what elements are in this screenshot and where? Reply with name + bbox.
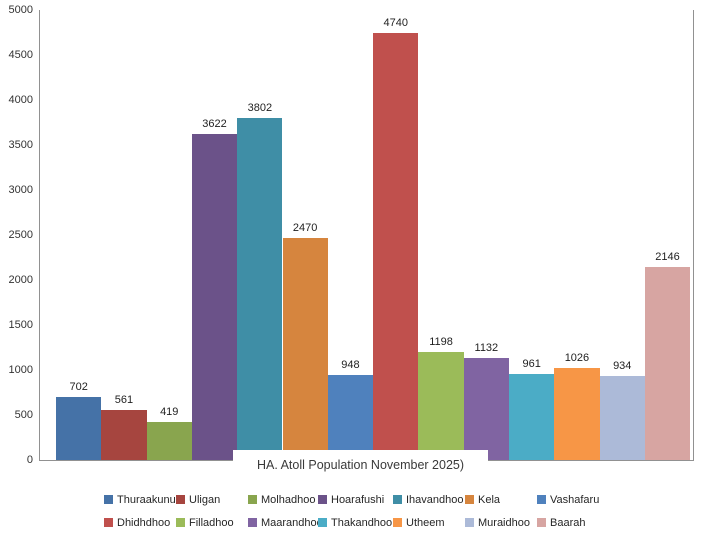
legend-swatch-icon xyxy=(537,495,546,504)
y-tick-label: 1500 xyxy=(8,319,33,331)
bar-utheem xyxy=(554,367,600,460)
y-axis-line-left xyxy=(39,10,40,461)
legend-item-utheem: Utheem xyxy=(393,517,465,529)
chart-title: HA. Atoll Population November 2025) xyxy=(256,458,465,472)
legend-swatch-icon xyxy=(104,495,113,504)
chart-title-box: HA. Atoll Population November 2025) xyxy=(233,450,488,480)
legend-swatch-icon xyxy=(465,518,474,527)
y-tick-label: 500 xyxy=(14,409,33,421)
legend-row: Thuraakunu Uligan Molhadhoo Hoarafushi Ihava… xyxy=(104,488,704,511)
legend-item-vashafaru: Vashafaru xyxy=(537,494,599,506)
legend-label: Filladhoo xyxy=(189,516,234,529)
bar-filladhoo xyxy=(418,352,464,460)
legend-label: Ihavandhoo xyxy=(406,493,464,506)
legend-item-ihavandhoo: Ihavandhoo xyxy=(393,494,465,506)
legend-item-thuraakunu: Thuraakunu xyxy=(104,494,176,506)
bar-vashafaru xyxy=(327,374,374,460)
y-tick-label: 2000 xyxy=(8,274,33,286)
bar-maarandhoo xyxy=(463,358,509,460)
legend-label: Vashafaru xyxy=(550,493,600,506)
bar-molhadhoo xyxy=(146,422,192,460)
legend-item-filladhoo: Filladhoo xyxy=(176,517,248,529)
y-tick-label: 2500 xyxy=(8,229,33,241)
legend-label: Kela xyxy=(478,493,501,506)
bar-ihavandhoo xyxy=(237,117,283,460)
bar-thuraakunu xyxy=(56,396,102,460)
legend-label: Uligan xyxy=(189,493,221,506)
bar-value-label: 2146 xyxy=(655,250,680,263)
bar-value-label: 2470 xyxy=(292,221,318,234)
bar-value-label: 934 xyxy=(613,359,632,372)
legend-item-baarah: Baarah xyxy=(537,517,585,529)
y-tick-label: 5000 xyxy=(8,4,33,16)
legend-item-uligan: Uligan xyxy=(176,494,248,506)
bar-hoarafushi xyxy=(191,134,238,460)
legend-label: Maarandhoo xyxy=(261,516,323,529)
legend-swatch-icon xyxy=(104,518,113,527)
legend-label: Hoarafushi xyxy=(331,493,385,506)
legend-swatch-icon xyxy=(176,495,185,504)
y-tick-label: 1000 xyxy=(8,364,33,376)
bar-uligan xyxy=(101,409,147,460)
bar-muraidhoo xyxy=(599,375,645,460)
legend-item-molhadhoo: Molhadhoo xyxy=(248,494,318,506)
legend-swatch-icon xyxy=(465,495,474,504)
legend-item-maarandhoo: Maarandhoo xyxy=(248,517,323,529)
bar-kela xyxy=(282,237,328,460)
legend: Thuraakunu Uligan Molhadhoo Hoarafushi Ihava… xyxy=(104,488,704,534)
legend-item-thakandhoo: Thakandhoo xyxy=(318,517,393,529)
legend-label: Molhadhoo xyxy=(261,493,316,506)
bar-value-label: 961 xyxy=(522,357,541,370)
legend-item-muraidhoo: Muraidhoo xyxy=(465,517,537,529)
legend-label: Baarah xyxy=(550,516,586,529)
legend-item-kela: Kela xyxy=(465,494,537,506)
bar-value-label: 3802 xyxy=(247,101,273,114)
legend-swatch-icon xyxy=(537,518,546,527)
bar-value-label: 1026 xyxy=(564,351,590,364)
legend-item-dhidhdhoo: Dhidhdhoo xyxy=(104,517,176,529)
bar-value-label: 1132 xyxy=(474,342,499,355)
bar-value-label: 702 xyxy=(69,380,88,393)
bar-baarah xyxy=(644,266,691,460)
bar-value-label: 3622 xyxy=(202,118,227,131)
y-axis-line-right xyxy=(693,10,694,461)
legend-swatch-icon xyxy=(318,518,327,527)
legend-swatch-icon xyxy=(176,518,185,527)
y-tick-label: 3000 xyxy=(8,184,33,196)
legend-swatch-icon xyxy=(248,495,257,504)
bar-value-label: 419 xyxy=(160,406,179,419)
bar-value-label: 948 xyxy=(341,358,360,371)
legend-label: Thuraakunu xyxy=(117,493,176,506)
legend-swatch-icon xyxy=(393,495,402,504)
legend-label: Muraidhoo xyxy=(478,516,530,529)
legend-label: Thakandhoo xyxy=(331,516,393,529)
y-tick-label: 4000 xyxy=(8,94,33,106)
bar-value-label: 1198 xyxy=(429,336,453,349)
bar-value-label: 561 xyxy=(114,393,134,406)
bar-dhidhdhoo xyxy=(373,33,419,460)
legend-label: Dhidhdhoo xyxy=(117,516,171,529)
legend-row: Dhidhdhoo Filladhoo Maarandhoo Thakandhoo Ut… xyxy=(104,511,704,534)
y-tick-label: 4500 xyxy=(8,49,33,61)
legend-item-hoarafushi: Hoarafushi xyxy=(318,494,393,506)
bar-value-label: 4740 xyxy=(383,17,408,30)
y-tick-label: 3500 xyxy=(8,139,33,151)
legend-swatch-icon xyxy=(318,495,327,504)
legend-swatch-icon xyxy=(393,518,402,527)
y-tick-label: 0 xyxy=(26,454,33,466)
legend-label: Utheem xyxy=(406,516,445,529)
legend-swatch-icon xyxy=(248,518,257,527)
bar-thakandhoo xyxy=(509,373,555,460)
